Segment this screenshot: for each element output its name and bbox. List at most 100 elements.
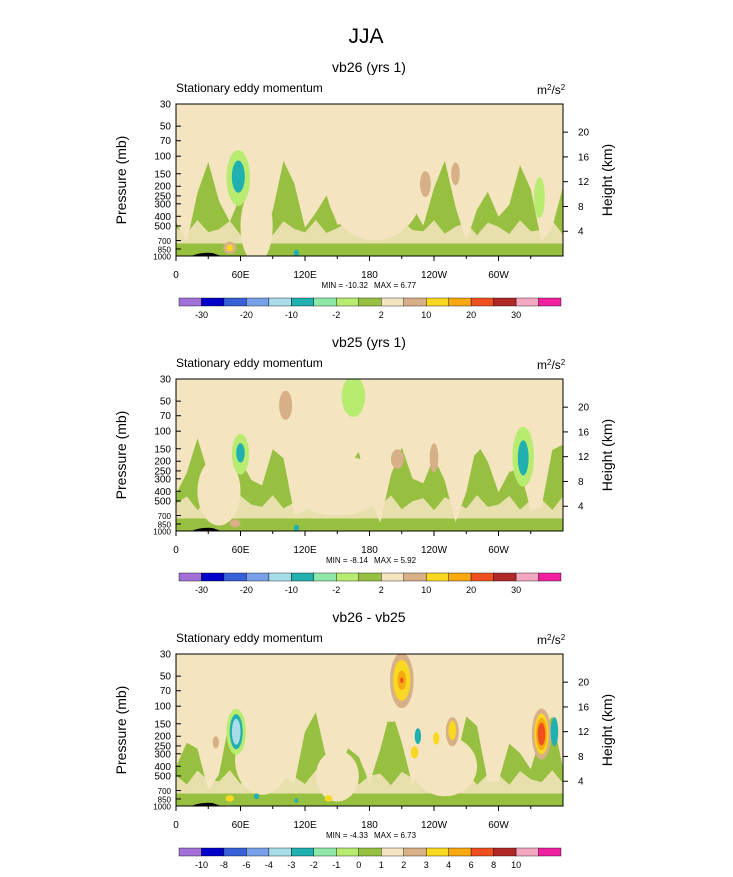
pressure-tick-label: 1000 bbox=[153, 528, 171, 537]
colorbar-box bbox=[538, 847, 562, 857]
units-label: m2/s2 bbox=[537, 358, 566, 373]
contour-region bbox=[429, 443, 439, 473]
y-axis-label: Pressure (mb) bbox=[113, 686, 129, 775]
pressure-tick-label: 70 bbox=[160, 411, 172, 422]
contour-region bbox=[537, 722, 546, 746]
min-value: MIN = -4.33 bbox=[326, 831, 369, 840]
colorbar-box bbox=[538, 297, 562, 307]
contour-region bbox=[229, 519, 241, 528]
colorbar-box bbox=[246, 847, 270, 857]
colorbar-label: -30 bbox=[195, 310, 208, 320]
colorbar-box bbox=[538, 572, 562, 582]
colorbar-box bbox=[470, 847, 494, 857]
pressure-tick-label: 1000 bbox=[153, 253, 171, 262]
height-tick-label: 12 bbox=[578, 452, 590, 463]
colorbar-box bbox=[448, 572, 472, 582]
colorbar-box bbox=[470, 297, 494, 307]
plot-area bbox=[176, 104, 563, 256]
units-part: 2 bbox=[547, 83, 552, 92]
lon-tick-label: 60W bbox=[488, 820, 509, 831]
contour-region bbox=[414, 728, 422, 745]
pressure-tick-label: 30 bbox=[160, 650, 172, 661]
pressure-tick-label: 200 bbox=[154, 457, 171, 468]
height-tick-label: 8 bbox=[578, 752, 584, 763]
lon-tick-label: 0 bbox=[173, 545, 179, 556]
units-part: 2 bbox=[561, 83, 566, 92]
lon-tick-label: 120W bbox=[421, 820, 448, 831]
contour-region bbox=[390, 449, 404, 469]
colorbar-label: 2 bbox=[401, 860, 406, 870]
pressure-tick-label: 850 bbox=[158, 520, 172, 529]
colorbar-box bbox=[246, 572, 270, 582]
colorbar-label: 4 bbox=[446, 860, 451, 870]
pressure-tick-label: 400 bbox=[154, 487, 171, 498]
colorbar-box bbox=[201, 297, 225, 307]
colorbar-label: -10 bbox=[285, 310, 298, 320]
pressure-tick-label: 30 bbox=[160, 100, 172, 111]
pressure-tick-label: 700 bbox=[158, 787, 172, 796]
y2-axis-label: Height (km) bbox=[599, 144, 615, 216]
pressure-tick-label: 250 bbox=[154, 741, 171, 752]
lon-tick-label: 120E bbox=[293, 820, 317, 831]
pressure-tick-label: 200 bbox=[154, 182, 171, 193]
contour-region bbox=[231, 160, 245, 193]
contour-region bbox=[451, 162, 460, 186]
colorbar-box bbox=[515, 572, 539, 582]
colorbar-box bbox=[178, 297, 202, 307]
colorbar-label: 10 bbox=[421, 310, 431, 320]
colorbar-box bbox=[426, 297, 449, 307]
pressure-tick-label: 150 bbox=[154, 719, 171, 730]
lon-tick-label: 120E bbox=[293, 270, 317, 281]
plot-area bbox=[176, 654, 563, 806]
contour-region bbox=[293, 524, 300, 531]
units-part: /s bbox=[551, 358, 560, 372]
height-tick-label: 16 bbox=[578, 427, 590, 438]
contour-region bbox=[396, 106, 451, 175]
contour-region bbox=[197, 457, 241, 526]
height-tick-label: 20 bbox=[578, 678, 590, 689]
colorbar-box bbox=[381, 297, 404, 307]
height-tick-label: 4 bbox=[578, 502, 584, 513]
colorbar-label: -20 bbox=[240, 585, 253, 595]
pressure-tick-label: 1000 bbox=[153, 803, 171, 812]
contour-region bbox=[253, 793, 260, 800]
colorbar-box bbox=[403, 297, 427, 307]
colorbar-box bbox=[313, 297, 337, 307]
pressure-tick-label: 200 bbox=[154, 732, 171, 743]
y-axis-label: Pressure (mb) bbox=[113, 136, 129, 225]
contour-region bbox=[293, 249, 300, 256]
pressure-tick-label: 400 bbox=[154, 212, 171, 223]
pressure-tick-label: 50 bbox=[160, 122, 172, 133]
lon-tick-label: 180 bbox=[361, 820, 378, 831]
contour-region bbox=[236, 443, 245, 463]
colorbar-box bbox=[426, 572, 449, 582]
min-value: MIN = -10.32 bbox=[322, 281, 369, 290]
colorbar-label: 0 bbox=[356, 860, 361, 870]
panel-title: vb26 - vb25 bbox=[332, 609, 405, 625]
pressure-tick-label: 100 bbox=[154, 702, 171, 713]
colorbar-box bbox=[223, 572, 247, 582]
units-label: m2/s2 bbox=[537, 83, 566, 98]
colorbar-label: -4 bbox=[265, 860, 273, 870]
colorbar-box bbox=[448, 847, 472, 857]
topography bbox=[191, 802, 222, 806]
lon-tick-label: 60E bbox=[232, 820, 250, 831]
pressure-tick-label: 500 bbox=[154, 496, 171, 507]
pressure-tick-label: 400 bbox=[154, 762, 171, 773]
pressure-tick-label: 250 bbox=[154, 191, 171, 202]
contour-region bbox=[420, 171, 431, 197]
colorbar-label: 8 bbox=[491, 860, 496, 870]
figure-title: JJA bbox=[348, 25, 383, 48]
colorbar-box bbox=[291, 572, 315, 582]
contour-region bbox=[212, 736, 219, 749]
colorbar-box bbox=[246, 297, 270, 307]
pressure-tick-label: 250 bbox=[154, 466, 171, 477]
colorbar-box bbox=[358, 297, 382, 307]
contour-region bbox=[341, 379, 366, 417]
colorbar-box bbox=[381, 572, 404, 582]
colorbar-box bbox=[201, 847, 225, 857]
contour-region bbox=[534, 177, 545, 219]
contour-region bbox=[400, 677, 404, 684]
